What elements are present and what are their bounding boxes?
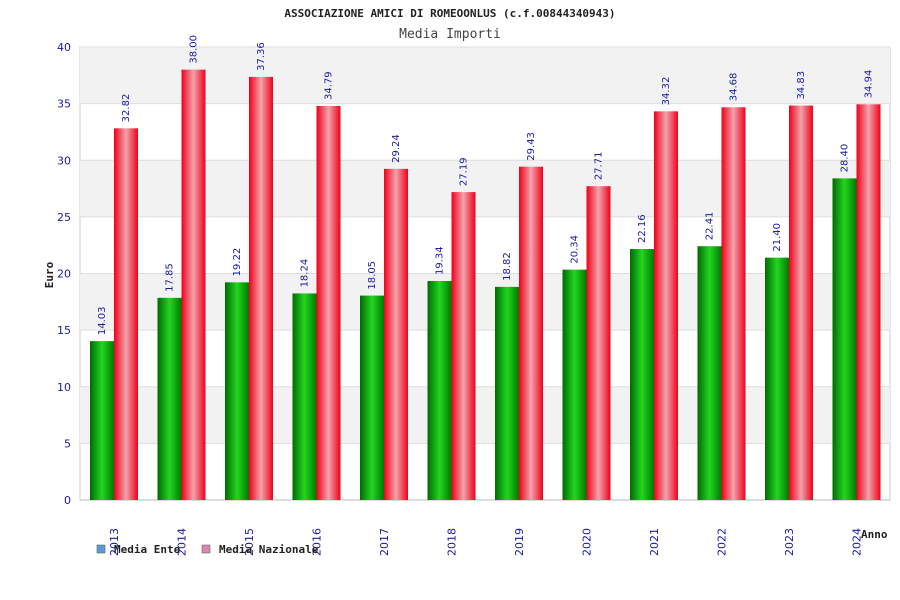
bar-media-nazionale-2015 bbox=[249, 76, 273, 500]
y-tick-label: 10 bbox=[57, 381, 71, 394]
bar-media-ente-2020 bbox=[562, 269, 587, 500]
y-tick-label: 20 bbox=[57, 268, 71, 281]
value-label: 37.36 bbox=[256, 42, 267, 71]
value-label: 32.82 bbox=[121, 94, 132, 123]
bar-media-ente-2014 bbox=[157, 297, 182, 500]
bar-media-ente-2021 bbox=[630, 249, 654, 500]
bar-media-ente-2023 bbox=[765, 257, 789, 500]
value-label: 34.83 bbox=[796, 71, 807, 100]
bar-media-ente-2015 bbox=[225, 282, 249, 500]
y-tick-label: 30 bbox=[57, 154, 71, 167]
y-tick-label: 15 bbox=[57, 324, 71, 337]
y-axis-ticks: 0 5 10 15 20 25 30 35 40 bbox=[57, 41, 71, 507]
y-tick-label: 0 bbox=[64, 494, 71, 507]
bar-media-nazionale-2023 bbox=[789, 105, 813, 501]
value-label: 21.40 bbox=[772, 223, 783, 252]
value-label: 18.24 bbox=[300, 259, 311, 288]
value-label: 19.34 bbox=[435, 246, 446, 275]
value-label: 34.32 bbox=[661, 77, 672, 106]
x-tick-label: 2019 bbox=[513, 528, 526, 556]
legend-label: Media Ente bbox=[114, 543, 181, 556]
chart-subtitle: Media Importi bbox=[399, 27, 501, 42]
plot-band bbox=[80, 160, 890, 217]
y-tick-label: 35 bbox=[57, 98, 71, 111]
x-tick-label: 2014 bbox=[176, 528, 189, 556]
bars bbox=[90, 69, 881, 501]
value-label: 29.24 bbox=[391, 134, 402, 163]
bar-media-ente-2024 bbox=[832, 178, 857, 500]
bar-media-ente-2018 bbox=[427, 280, 452, 500]
value-label: 17.85 bbox=[165, 263, 176, 292]
x-tick-label: 2020 bbox=[581, 528, 594, 556]
bar-media-ente-2013 bbox=[90, 341, 114, 500]
bar-media-ente-2019 bbox=[495, 286, 519, 500]
value-label: 19.22 bbox=[232, 248, 243, 277]
y-axis-title: Euro bbox=[43, 261, 56, 288]
bar-media-nazionale-2019 bbox=[519, 166, 543, 500]
x-tick-label: 2024 bbox=[851, 528, 864, 556]
value-label: 14.03 bbox=[97, 306, 108, 335]
bar-media-nazionale-2020 bbox=[586, 186, 611, 500]
value-label: 29.43 bbox=[526, 132, 537, 161]
value-label: 34.68 bbox=[729, 73, 740, 102]
x-axis-ticks: 2013 2014 2015 2016 2017 2018 2019 2020 2021 2022… bbox=[108, 528, 864, 556]
value-label: 22.41 bbox=[705, 212, 716, 241]
value-labels: 14.03 32.82 17.85 38.00 19.22 37.36 18.24 34.79… bbox=[97, 35, 875, 335]
y-tick-label: 40 bbox=[57, 41, 71, 54]
bar-media-nazionale-2013 bbox=[114, 128, 138, 500]
value-label: 18.82 bbox=[502, 252, 513, 281]
value-label: 20.34 bbox=[570, 235, 581, 264]
value-label: 34.94 bbox=[864, 70, 875, 99]
bar-media-nazionale-2018 bbox=[451, 192, 476, 501]
legend-swatch bbox=[96, 544, 106, 554]
bar-media-nazionale-2021 bbox=[654, 111, 678, 501]
bar-media-ente-2016 bbox=[292, 293, 317, 500]
bar-media-nazionale-2024 bbox=[856, 104, 881, 500]
bar-media-nazionale-2016 bbox=[316, 106, 341, 501]
value-label: 27.19 bbox=[459, 157, 470, 186]
y-tick-label: 25 bbox=[57, 211, 71, 224]
value-label: 28.40 bbox=[840, 144, 851, 173]
bar-media-nazionale-2017 bbox=[384, 168, 408, 500]
x-tick-label: 2017 bbox=[378, 528, 391, 556]
value-label: 18.05 bbox=[367, 261, 378, 290]
value-label: 34.79 bbox=[324, 71, 335, 100]
x-tick-label: 2023 bbox=[783, 528, 796, 556]
x-tick-label: 2015 bbox=[243, 528, 256, 556]
bar-media-nazionale-2022 bbox=[721, 107, 746, 501]
x-tick-label: 2021 bbox=[648, 528, 661, 556]
gridlines bbox=[80, 46, 890, 501]
y-tick-label: 5 bbox=[64, 437, 71, 450]
x-tick-label: 2013 bbox=[108, 528, 121, 556]
x-tick-label: 2022 bbox=[716, 528, 729, 556]
legend-label: Media Nazionale bbox=[219, 543, 319, 556]
plot-band bbox=[80, 47, 890, 104]
x-tick-label: 2018 bbox=[446, 528, 459, 556]
value-label: 38.00 bbox=[189, 35, 200, 64]
x-tick-label: 2016 bbox=[311, 528, 324, 556]
value-label: 27.71 bbox=[594, 152, 605, 181]
chart-title: ASSOCIAZIONE AMICI DI ROMEOONLUS (c.f.00… bbox=[284, 7, 615, 20]
bar-media-ente-2017 bbox=[360, 295, 384, 500]
plot-band bbox=[80, 273, 890, 331]
plot-band bbox=[80, 386, 890, 444]
bar-media-ente-2022 bbox=[697, 246, 722, 500]
legend-swatch bbox=[201, 544, 211, 554]
value-label: 22.16 bbox=[637, 214, 648, 243]
legend: Media Ente Media Nazionale bbox=[96, 543, 319, 556]
x-axis-title: Anno bbox=[861, 528, 888, 541]
bar-media-nazionale-2014 bbox=[181, 69, 206, 501]
